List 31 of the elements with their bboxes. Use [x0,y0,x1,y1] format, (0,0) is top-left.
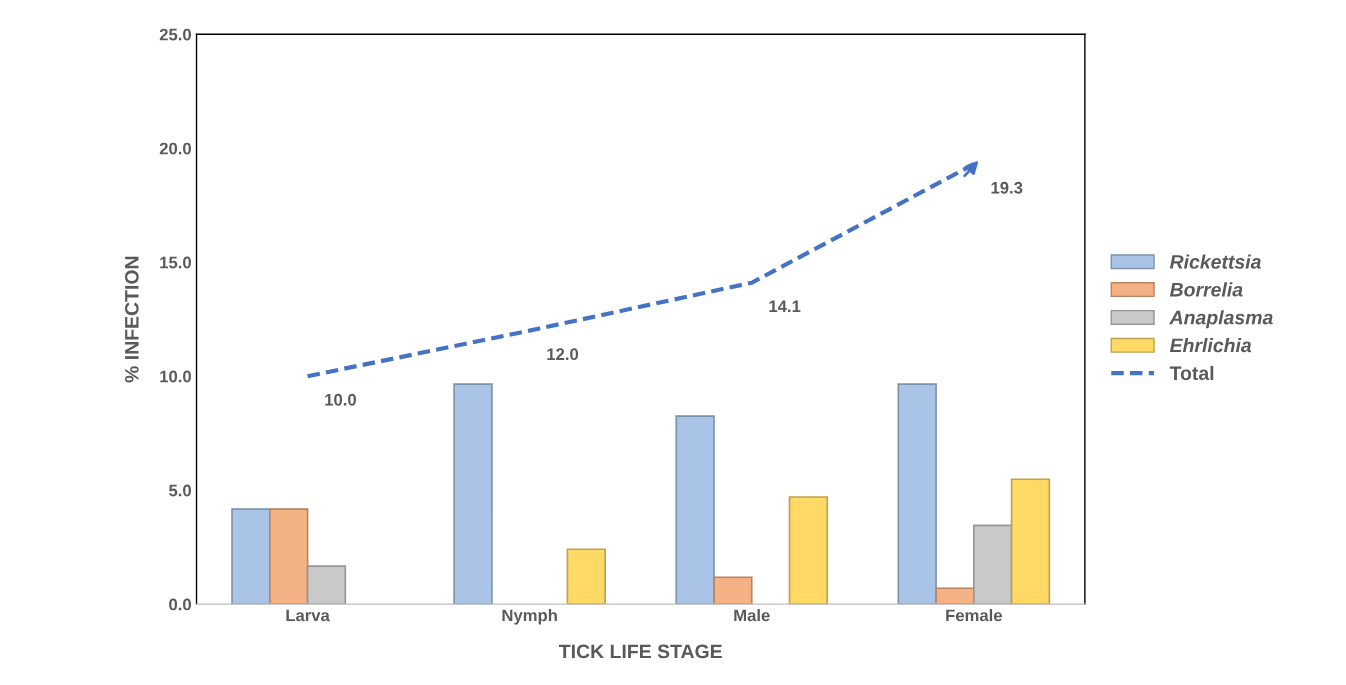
data-label: 12.0 [547,348,579,361]
bar [1010,478,1051,605]
legend-label: Rickettsia [1169,254,1261,269]
bar [453,383,493,605]
legend-label: Total [1169,365,1214,381]
bar [935,587,975,605]
data-label: 10.0 [325,393,356,406]
legend-label: Borrelia [1169,282,1243,297]
bar [231,508,271,605]
bar [713,576,753,605]
bar [566,548,606,605]
y-tick-label: 5.0 [169,484,191,497]
y-axis-title: % INFECTION [124,256,139,383]
y-tick-label: 10.0 [160,370,191,383]
x-axis-title: TICK LIFE STAGE [558,644,722,659]
x-tick-label: Larva [286,609,330,622]
x-tick-label: Male [734,609,770,622]
data-label: 14.1 [769,300,801,313]
bar [897,383,937,605]
y-tick-label: 15.0 [160,256,191,269]
bar [675,415,715,605]
data-label: 19.3 [991,181,1023,194]
bar [788,496,829,605]
x-tick-label: Nymph [502,609,557,625]
bar [268,508,309,605]
legend-label: Anaplasma [1169,310,1273,329]
legend-label: Ehrlichia [1169,338,1252,353]
y-tick-label: 20.0 [159,142,191,155]
y-tick-label: 0.0 [169,598,191,611]
y-tick-label: 25.0 [159,28,191,41]
x-tick-label: Female [946,609,1002,622]
